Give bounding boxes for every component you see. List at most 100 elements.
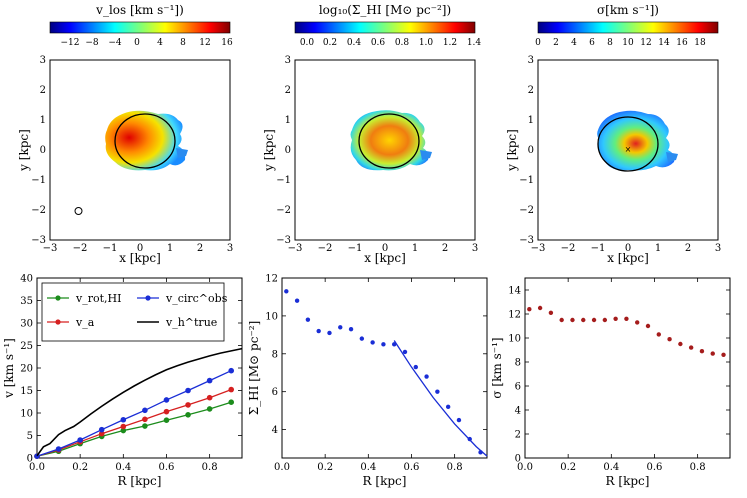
colorbar-tick: 18 [694, 38, 706, 48]
data-point [284, 289, 289, 294]
y-tick-label: 4 [272, 425, 278, 436]
map-xtick: 3 [715, 243, 721, 254]
y-axis-label: Σ_HI [M⊙ pc⁻²] [247, 321, 261, 416]
beam-marker [74, 207, 83, 215]
y-tick-label: 30 [20, 319, 33, 330]
data-point [381, 342, 386, 347]
series-line-0 [36, 401, 232, 457]
legend-label: v_rot,HI [75, 292, 121, 305]
colorbar-density-ticks: 0.0 0.2 0.4 0.6 0.8 1.0 1.2 1.4 [300, 38, 482, 48]
data-point [316, 328, 321, 334]
data-point [228, 399, 235, 406]
colorbar-tick: 4 [571, 38, 577, 48]
data-point [338, 325, 343, 330]
data-point [678, 341, 683, 347]
legend-marker-icon [55, 319, 61, 325]
colorbar-tick: 0 [134, 38, 140, 48]
colorbar-tick: 14 [658, 38, 670, 48]
map-xtick: 1 [655, 243, 661, 254]
map-xtick: 0 [625, 243, 631, 254]
data-point [688, 345, 694, 350]
colorbar-tick: 16 [221, 38, 233, 48]
x-tick-label: 0.2 [560, 462, 576, 473]
colorbar-surface-density: log₁₀(Σ_HI [M⊙ pc⁻²]) 0.0 0.2 0.4 0.6 0.… [294, 3, 482, 48]
data-point [294, 298, 300, 303]
map-ytick: −1 [276, 175, 291, 186]
y-tick-label: 35 [20, 296, 33, 307]
x-tick-label: 0.6 [404, 462, 420, 473]
data-point [120, 416, 127, 423]
map-yticks: −3 −2 −1 0 1 2 3 [31, 55, 46, 246]
y-tick-label: 14 [508, 286, 521, 297]
legend-entry-vrot: v_rot,HI [47, 292, 121, 305]
data-point [445, 404, 451, 410]
x-axis-label: R [kpc] [363, 474, 407, 488]
x-tick-label: 0.0 [274, 462, 290, 473]
map-xtick: −1 [103, 243, 118, 254]
map-xtick: −1 [591, 243, 606, 254]
colorbar-velocity: v_los [km s⁻¹]) −12 −8 −4 0 4 8 12 16 [49, 3, 233, 48]
y-tick-label: 10 [265, 311, 278, 322]
y-tick-label: 2 [515, 430, 521, 441]
x-tick-label: 0.2 [72, 462, 88, 473]
data-point [185, 412, 191, 418]
data-point [624, 316, 629, 321]
data-point [359, 336, 365, 341]
plot-frame [524, 277, 731, 459]
colorbar-tick: 1.2 [443, 38, 457, 48]
data-point [635, 320, 640, 325]
y-tick-label: 0 [515, 454, 521, 465]
data-point [120, 423, 127, 430]
colorbar-tick: −12 [61, 38, 80, 48]
series-line-3 [36, 347, 243, 457]
colorbar-velocity-ticks: −12 −8 −4 0 4 8 12 16 [61, 38, 233, 48]
plot-frame [281, 277, 488, 459]
y-tick-label: 40 [20, 274, 33, 285]
y-axis-label: v [km s⁻¹] [2, 338, 16, 399]
map-ytick: 2 [528, 85, 534, 96]
data-point [710, 351, 715, 356]
data-point [656, 332, 661, 337]
map-panel-velocity: x [kpc] y [kpc] −3 −2 −1 0 1 2 3 −3 −2 −… [17, 55, 233, 265]
data-point [228, 367, 235, 374]
x-tick-label: 0.8 [202, 462, 218, 473]
map-xtick: 2 [442, 243, 448, 254]
data-point [591, 317, 597, 323]
velocity-ellipse [114, 113, 176, 169]
x-tick-label: 0.2 [317, 462, 333, 473]
data-point [327, 330, 332, 336]
map-xtick: −3 [531, 243, 546, 254]
colorbar-density-label: log₁₀(Σ_HI [M⊙ pc⁻²]) [319, 3, 451, 17]
map-ytick: −2 [519, 205, 534, 216]
y-tick-label: 5 [27, 431, 33, 442]
map-xlabel: x [kpc] [119, 251, 161, 265]
map-panel-surface-density: x [kpc] y [kpc] −3 −2 −1 0 1 2 3 −3 −2 −… [262, 55, 478, 265]
data-point [163, 397, 170, 403]
chart-rotation-curve: 0.0 0.2 0.4 0.6 0.8 0 5 10 15 20 25 30 35 40 R [kpc] v … [2, 274, 243, 488]
colorbar-tick: 12 [199, 38, 210, 48]
colorbar-dispersion-ticks: 0 2 4 6 8 10 12 14 16 18 [535, 38, 706, 48]
data-point [77, 437, 83, 443]
data-point [98, 426, 105, 433]
density-field-blob [350, 110, 429, 171]
data-point [570, 317, 575, 323]
rotation-legend: v_rot,HI v_a v_circ^obs v_h^true [41, 282, 228, 342]
map-ytick: 1 [528, 115, 534, 126]
data-point [55, 446, 62, 452]
x-tick-label: 0.4 [603, 462, 619, 473]
data-point [370, 340, 375, 345]
colorbar-tick: 0.4 [347, 38, 362, 48]
data-point [305, 317, 311, 322]
colorbar-tick: 2 [553, 38, 559, 48]
colorbar-tick: 1.0 [419, 38, 434, 48]
legend-entry-va: v_a [47, 316, 95, 329]
map-xtick: 1 [412, 243, 418, 254]
map-yticks: −3 −2 −1 0 1 2 3 [276, 55, 291, 246]
y-tick-label: 10 [508, 334, 521, 345]
colorbar-tick: 1.4 [467, 38, 482, 48]
map-ylabel: y [kpc] [262, 129, 276, 172]
map-xlabel: x [kpc] [364, 251, 406, 265]
data-point [120, 427, 127, 434]
x-tick-label: 0.8 [690, 462, 706, 473]
